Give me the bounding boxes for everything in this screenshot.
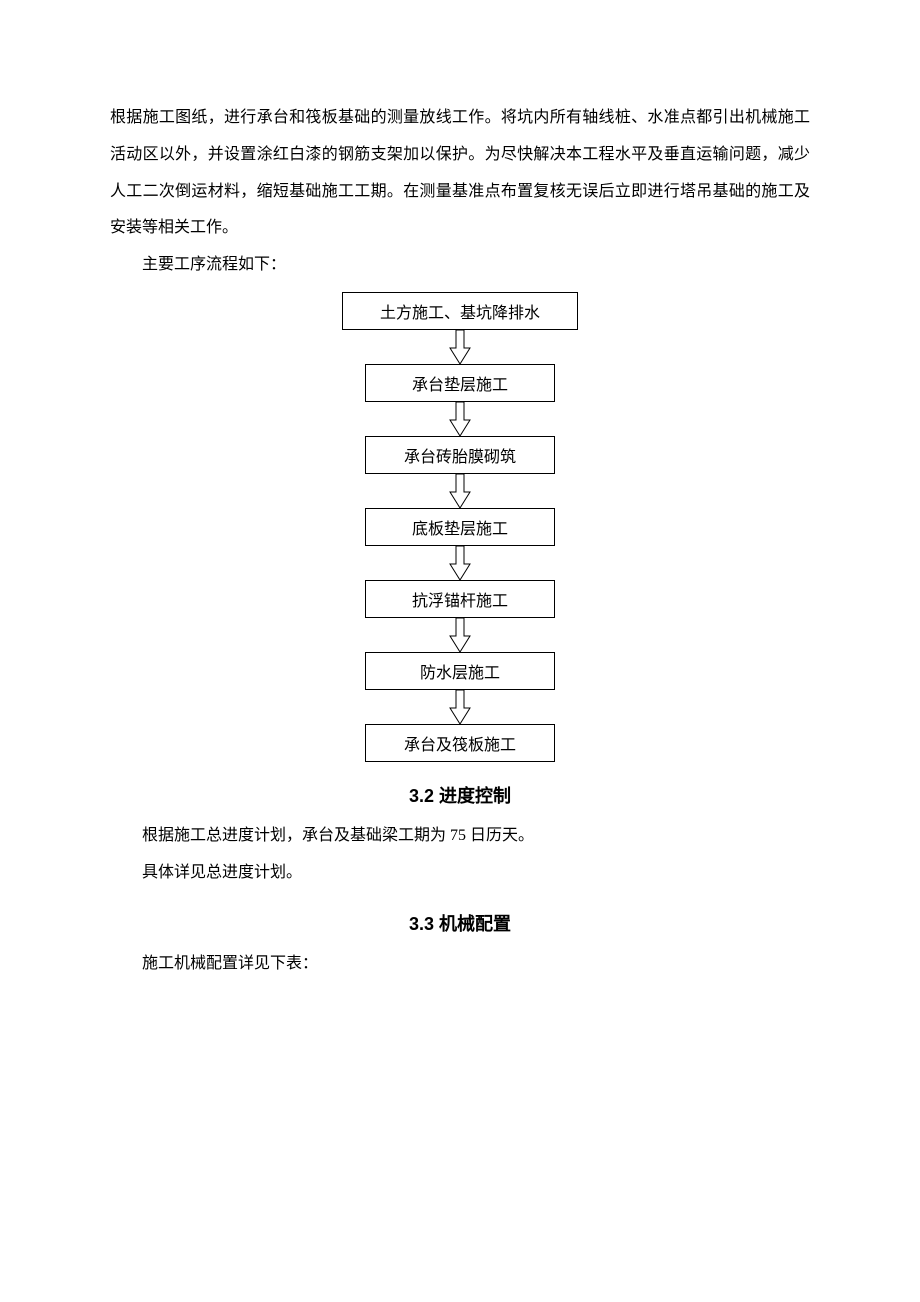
paragraph-1: 根据施工图纸，进行承台和筏板基础的测量放线工作。将坑内所有轴线桩、水准点都引出机…: [110, 100, 810, 247]
flow-arrow-icon: [448, 690, 472, 724]
page: 根据施工图纸，进行承台和筏板基础的测量放线工作。将坑内所有轴线桩、水准点都引出机…: [0, 0, 920, 1302]
flowchart: 土方施工、基坑降排水 承台垫层施工 承台砖胎膜砌筑 底板垫层施工 抗浮锚杆施工 …: [110, 292, 810, 762]
flow-node-7: 承台及筏板施工: [365, 724, 555, 762]
flow-node-1: 土方施工、基坑降排水: [342, 292, 578, 330]
heading-3-2: 3.2 进度控制: [110, 782, 810, 808]
flow-intro: 主要工序流程如下：: [110, 247, 810, 284]
flow-arrow-icon: [448, 330, 472, 364]
para-3-2-a: 根据施工总进度计划，承台及基础梁工期为 75 日历天。: [110, 818, 810, 855]
flow-node-5: 抗浮锚杆施工: [365, 580, 555, 618]
flow-node-3: 承台砖胎膜砌筑: [365, 436, 555, 474]
heading-3-3: 3.3 机械配置: [110, 910, 810, 936]
flow-arrow-icon: [448, 618, 472, 652]
para-3-2-b: 具体详见总进度计划。: [110, 855, 810, 892]
flow-arrow-icon: [448, 402, 472, 436]
para-3-3: 施工机械配置详见下表：: [110, 946, 810, 983]
flow-node-2: 承台垫层施工: [365, 364, 555, 402]
flow-node-6: 防水层施工: [365, 652, 555, 690]
flow-node-4: 底板垫层施工: [365, 508, 555, 546]
flow-arrow-icon: [448, 546, 472, 580]
flow-arrow-icon: [448, 474, 472, 508]
